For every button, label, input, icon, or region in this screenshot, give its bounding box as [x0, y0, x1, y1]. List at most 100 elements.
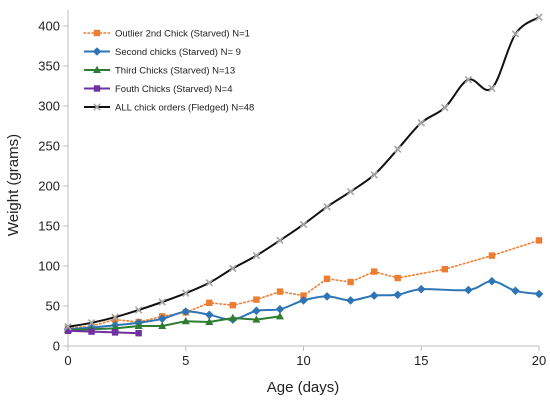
x-tick-label: 10 [296, 353, 310, 368]
legend-item: Outlier 2nd Chick (Starved) N=1 [83, 29, 250, 40]
data-point [323, 275, 331, 282]
data-point [416, 284, 426, 294]
legend-marker [93, 85, 101, 92]
data-point [158, 298, 166, 306]
data-point [205, 317, 214, 325]
data-point [87, 319, 96, 327]
legend-item: ALL chick orders (Fledged) N=48 [84, 103, 254, 114]
series-4 [64, 13, 543, 331]
data-point [275, 304, 285, 314]
data-point [64, 327, 72, 334]
y-tick-label: 0 [53, 339, 60, 354]
data-point [111, 316, 119, 323]
x-tick-label: 5 [182, 353, 189, 368]
data-point [135, 330, 142, 337]
data-point [370, 171, 378, 179]
legend-marker [92, 47, 102, 56]
data-point [417, 119, 426, 127]
legend-marker [93, 65, 101, 73]
y-tick-label: 200 [38, 179, 60, 194]
data-point [205, 310, 214, 320]
data-point [253, 296, 260, 303]
data-point [534, 289, 544, 299]
data-point [347, 278, 354, 286]
data-point [206, 299, 213, 306]
legend-label: ALL chick orders (Fledged) N=48 [115, 103, 254, 114]
legend: Outlier 2nd Chick (Starved) N=1 Second ch… [83, 29, 254, 114]
data-point [205, 279, 214, 287]
x-tick-label: 0 [64, 353, 71, 368]
data-point [511, 286, 520, 296]
data-point [299, 296, 308, 305]
data-point [464, 285, 473, 295]
legend-label: Outlier 2nd Chick (Starved) N=1 [115, 29, 250, 40]
data-point [488, 252, 496, 259]
data-point [441, 103, 449, 112]
data-point [369, 291, 379, 300]
data-point [511, 30, 520, 38]
data-point [229, 264, 237, 273]
y-axis-title: Weight (grams) [5, 134, 22, 236]
data-point [157, 314, 167, 324]
data-point [487, 276, 497, 286]
legend-item: Second chicks (Starved) N= 9 [84, 47, 241, 58]
data-point [322, 292, 332, 301]
legend-label: Second chicks (Starved) N= 9 [115, 47, 241, 58]
data-point [181, 289, 190, 297]
y-tick-label: 150 [38, 219, 60, 234]
data-point [535, 13, 543, 21]
data-point [111, 313, 119, 321]
y-tick-label: 300 [38, 99, 60, 114]
x-tick-label: 20 [532, 353, 546, 368]
data-point [64, 323, 72, 331]
series-0 [64, 237, 543, 332]
data-point [441, 266, 448, 273]
data-point [181, 317, 190, 325]
data-point [158, 321, 167, 329]
data-point [228, 313, 237, 321]
y-tick-label: 400 [38, 19, 60, 34]
data-point [181, 307, 191, 316]
data-point [252, 315, 261, 323]
legend-item: Third Chicks (Starved) N=13 [84, 66, 235, 77]
data-point [276, 288, 284, 295]
data-point [346, 187, 355, 196]
data-point [299, 220, 308, 229]
legend-marker [93, 103, 101, 111]
data-point [464, 75, 473, 84]
series-line [67, 329, 139, 335]
data-point [488, 84, 496, 93]
legend-label: Third Chicks (Starved) N=13 [115, 66, 235, 77]
legend-item: Fouth Chicks (Starved) N=4 [84, 84, 232, 95]
data-point [346, 296, 355, 305]
data-point [393, 290, 402, 300]
legend-marker [93, 29, 101, 37]
y-tick-label: 100 [38, 259, 60, 274]
y-tick-label: 350 [38, 59, 60, 74]
series-line [67, 315, 281, 331]
data-point [394, 274, 401, 282]
series-layer [63, 13, 544, 337]
x-tick-label: 15 [414, 353, 428, 368]
data-point [88, 328, 95, 335]
series-line [67, 16, 540, 328]
data-point [134, 306, 143, 314]
series-line [67, 239, 540, 330]
legend-label: Fouth Chicks (Starved) N=4 [115, 84, 232, 95]
data-point [252, 251, 261, 260]
data-point [370, 268, 378, 275]
x-axis-title: Age (days) [267, 379, 340, 396]
data-point [111, 329, 119, 336]
data-point [252, 306, 261, 316]
data-point [229, 302, 237, 309]
data-point [393, 145, 402, 153]
data-point [300, 292, 307, 299]
data-point [134, 321, 143, 329]
data-point [535, 237, 543, 244]
data-point [276, 236, 284, 245]
data-point [323, 203, 331, 211]
axes: 0 50 100 150 200 250 300 350 400 0 5 10 15 20 [38, 10, 546, 368]
y-tick-label: 50 [46, 299, 60, 314]
series-3 [64, 327, 142, 337]
